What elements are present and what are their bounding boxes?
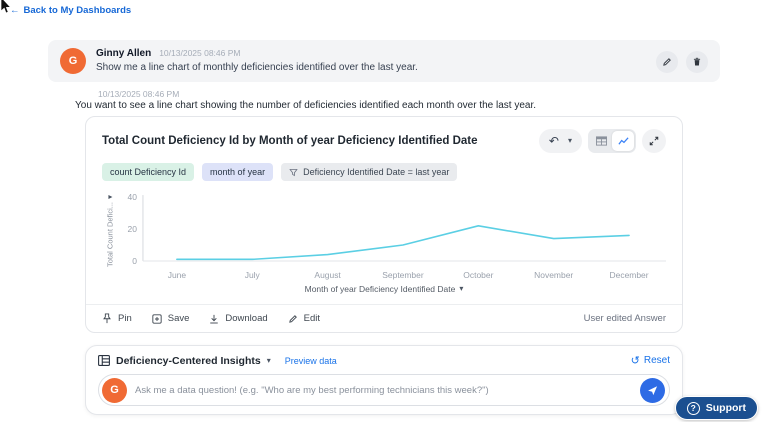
dataset-title: Deficiency-Centered Insights [116,354,261,367]
y-axis-title: Total Count Defici... [105,202,114,268]
reset-button[interactable]: ↺ Reset [631,354,670,367]
download-button[interactable]: Download [209,313,268,324]
measure-chip-label: count Deficiency Id [110,167,187,177]
filter-chip-label: Deficiency Identified Date = last year [303,167,450,177]
svg-text:December: December [610,270,649,280]
undo-icon: ↶ [548,134,559,148]
chevron-down-icon[interactable]: ▾ [266,355,271,365]
mouse-cursor [0,0,12,14]
expand-icon [649,136,659,146]
question-input-container: G [98,374,670,406]
svg-text:September: September [382,270,424,280]
filter-icon [289,168,298,176]
measure-chip[interactable]: count Deficiency Id [102,163,195,181]
svg-text:November: November [534,270,573,280]
svg-text:October: October [463,270,493,280]
svg-text:20: 20 [128,224,138,234]
svg-text:June: June [168,270,187,280]
user-message-text: Show me a line chart of monthly deficien… [96,62,418,73]
line-chart-icon [617,137,629,145]
chart-answer-card: Total Count Deficiency Id by Month of ye… [85,116,683,333]
undo-button[interactable]: ↶ ▾ [538,129,582,153]
chevron-down-icon: ▾ [459,284,464,293]
user-message-bubble: G Ginny Allen 10/13/2025 08:46 PM Show m… [48,40,720,82]
paper-plane-icon [648,385,658,395]
edit-label: Edit [303,313,321,324]
user-avatar: G [60,48,86,74]
dimension-chip[interactable]: month of year [202,163,274,181]
expand-button[interactable] [642,129,666,153]
download-label: Download [225,313,268,324]
send-button[interactable] [640,377,665,403]
svg-text:0: 0 [132,256,137,266]
svg-text:40: 40 [128,192,138,202]
user-name: Ginny Allen [96,48,152,59]
preview-data-link[interactable]: Preview data [284,355,337,366]
insights-card: Deficiency-Centered Insights ▾ Preview d… [85,345,683,415]
save-label: Save [167,313,190,324]
download-icon [210,314,219,323]
pencil-icon [663,58,671,66]
svg-text:July: July [245,270,261,280]
delete-message-button[interactable] [686,51,708,73]
pin-icon [103,313,111,324]
chart-view-button[interactable] [612,131,634,151]
user-avatar: G [102,377,127,403]
svg-text:August: August [314,270,341,280]
dimension-chip-label: month of year [210,167,266,177]
pin-button[interactable]: Pin [102,313,132,324]
answer-status: User edited Answer [583,313,666,324]
reset-label: Reset [643,355,670,366]
chart-plot-area[interactable]: 0 20 40 June July August September October Novem… [117,191,666,283]
support-label: Support [705,402,746,414]
question-input[interactable] [135,384,640,396]
table-view-button[interactable] [590,131,612,151]
save-button[interactable]: Save [152,313,190,324]
support-button[interactable]: ? Support [674,396,758,420]
question-icon: ? [686,401,700,415]
assistant-text: You want to see a line chart showing the… [75,100,537,111]
pencil-icon [288,314,297,323]
back-arrow-icon: ← [10,5,20,16]
edit-message-button[interactable] [656,51,678,73]
line-chart[interactable]: Total Count Defici... ▾ 0 20 40 June July Aug… [102,191,666,283]
plus-square-icon [152,313,162,324]
table-icon [595,136,607,146]
reset-icon: ↺ [630,355,640,367]
back-to-dashboards-link[interactable]: ← Back to My Dashboards [10,5,131,16]
filter-chip[interactable]: Deficiency Identified Date = last year [281,163,458,181]
assistant-timestamp: 10/13/2025 08:46 PM [98,89,180,99]
dataset-table-icon [98,355,110,366]
chevron-down-icon: ▾ [567,136,572,145]
chart-title: Total Count Deficiency Id by Month of ye… [102,135,478,147]
trash-icon [693,57,701,66]
edit-answer-button[interactable]: Edit [288,313,320,324]
back-link-label: Back to My Dashboards [23,5,132,16]
view-toggle [588,129,636,153]
chevron-down-icon: ▾ [104,195,114,200]
x-axis-title: Month of year Deficiency Identified Date [304,284,456,294]
pin-label: Pin [118,313,132,324]
x-axis-title-row[interactable]: Month of year Deficiency Identified Date… [102,284,666,304]
user-message-timestamp: 10/13/2025 08:46 PM [159,48,241,58]
